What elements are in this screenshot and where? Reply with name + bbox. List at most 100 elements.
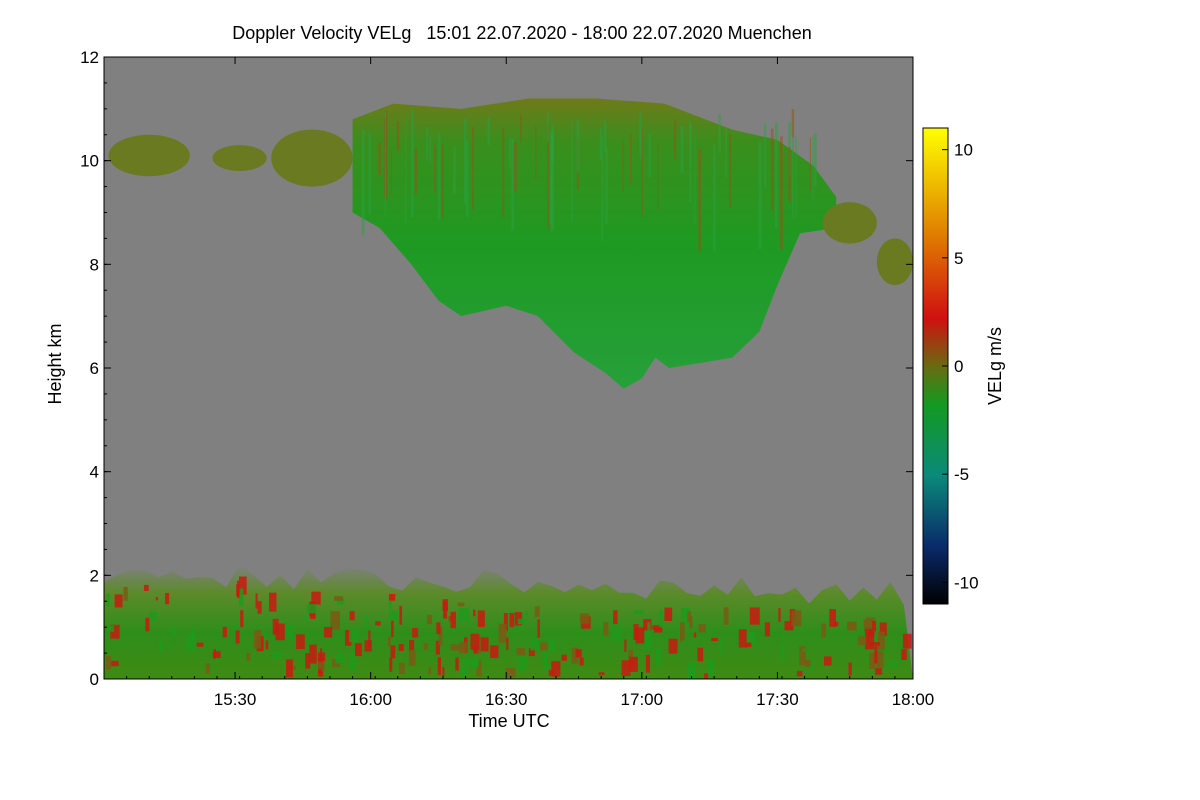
velocity-patch [345, 629, 352, 646]
velocity-patch [354, 643, 362, 657]
velocity-patch [810, 659, 814, 672]
velocity-patch [262, 633, 266, 651]
velocity-patch [551, 661, 561, 677]
velocity-patch [460, 658, 468, 677]
velocity-patch [647, 622, 651, 635]
velocity-patch [364, 640, 372, 652]
velocity-patch [778, 608, 781, 622]
velocity-patch [530, 639, 539, 651]
velocity-patch [613, 610, 618, 625]
y-tick-label: 8 [90, 255, 99, 274]
velocity-patch [388, 593, 396, 601]
chart-title: Doppler Velocity VELg 15:01 22.07.2020 -… [232, 23, 811, 43]
velocity-patch [655, 648, 661, 666]
velocity-patch [540, 642, 548, 651]
velocity-patch [780, 643, 785, 662]
x-tick-label: 16:00 [349, 690, 392, 709]
velocity-patch [791, 610, 802, 627]
velocity-patch [114, 594, 123, 608]
velocity-patch [222, 626, 227, 638]
velocity-patch [240, 610, 244, 628]
velocity-patch [106, 656, 112, 670]
y-tick-label: 4 [90, 463, 99, 482]
x-tick-label: 16:30 [485, 690, 528, 709]
velocity-patch [579, 613, 590, 624]
velocity-patch [879, 622, 887, 636]
velocity-patch [698, 624, 706, 633]
velocity-patch [643, 619, 652, 631]
y-tick-label: 0 [90, 670, 99, 689]
velocity-patch [438, 626, 443, 646]
velocity-patch [534, 606, 540, 618]
velocity-patch [442, 599, 448, 612]
velocity-patch [317, 669, 322, 674]
velocity-patch [268, 592, 277, 612]
velocity-patch [457, 602, 465, 607]
velocity-patch [888, 661, 897, 668]
velocity-patch [687, 662, 697, 679]
velocity-patch [745, 642, 752, 648]
velocity-patch [872, 621, 877, 632]
velocity-patch [659, 610, 663, 628]
velocity-patch [505, 667, 516, 678]
velocity-patch [275, 623, 285, 641]
velocity-patch [528, 648, 535, 657]
velocity-patch [106, 625, 115, 632]
velocity-patch [317, 652, 326, 661]
velocity-patch [707, 659, 715, 677]
cloud-fragment [822, 202, 877, 244]
velocity-patch [230, 624, 238, 628]
velocity-patch [459, 642, 468, 654]
velocity-patch [506, 637, 509, 650]
ice-cloud-fragments [108, 129, 913, 286]
velocity-patch [868, 630, 875, 637]
velocity-patch [571, 647, 579, 664]
velocity-patch [864, 632, 875, 650]
velocity-patch [349, 653, 356, 671]
velocity-patch [652, 625, 662, 630]
velocity-patch [764, 622, 770, 637]
velocity-patch [390, 645, 396, 659]
velocity-patch [196, 642, 204, 647]
y-axis: 0 2 4 6 8 10 12 [80, 48, 913, 689]
velocity-patch [349, 629, 359, 642]
velocity-patch [877, 631, 885, 650]
cloud-fragment [108, 134, 190, 177]
velocity-patch [829, 609, 836, 627]
velocity-patch [901, 649, 907, 661]
velocity-patch [171, 626, 176, 636]
velocity-patch [635, 627, 645, 644]
velocity-patch [799, 646, 806, 666]
velocity-patch [334, 596, 343, 601]
velocity-patch [324, 626, 333, 638]
velocity-patch [286, 659, 293, 678]
velocity-patch [689, 616, 693, 629]
velocity-patch [450, 611, 457, 629]
velocity-patch [858, 636, 866, 646]
velocity-patch [782, 634, 785, 641]
velocity-patch [749, 607, 760, 625]
velocity-patch [603, 622, 609, 636]
velocity-patch [423, 643, 428, 650]
colorbar-tick-label: -10 [954, 573, 979, 592]
velocity-patch [455, 657, 459, 671]
velocity-patch [330, 611, 341, 630]
velocity-patch [428, 666, 431, 675]
velocity-patch [514, 612, 523, 626]
velocity-patch [821, 623, 826, 638]
colorbar-tick-label: 5 [954, 249, 963, 268]
velocity-patch [235, 630, 240, 644]
boundary-layer-updraft-patches [106, 576, 912, 679]
velocity-patch [693, 632, 697, 638]
velocity-patch [205, 663, 211, 674]
velocity-patch [525, 610, 529, 617]
velocity-patch [680, 630, 683, 643]
y-tick-label: 2 [90, 566, 99, 585]
velocity-patch [543, 651, 548, 670]
velocity-patch [389, 657, 393, 672]
cloud-fragment [212, 145, 267, 172]
velocity-patch [628, 656, 638, 673]
velocity-patch [306, 604, 317, 614]
velocity-patch [155, 597, 158, 601]
